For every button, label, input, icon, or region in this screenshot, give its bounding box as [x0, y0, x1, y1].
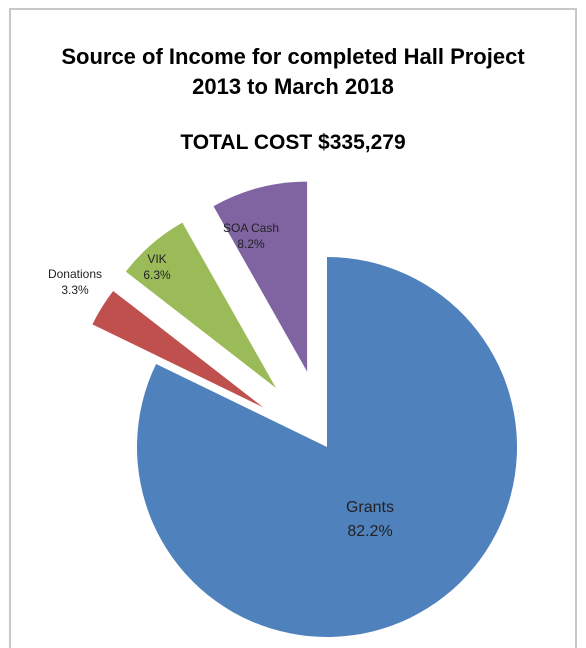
- slice-percent-donations: 3.3%: [61, 283, 89, 297]
- slice-percent-grants: 82.2%: [347, 523, 392, 540]
- chart-title-line-2: 2013 to March 2018: [192, 74, 394, 99]
- chart-title-line-1: Source of Income for completed Hall Proj…: [61, 44, 525, 69]
- slice-percent-soa-cash: 8.2%: [237, 237, 265, 251]
- slice-label-grants: Grants: [346, 499, 394, 516]
- pie-slice-soa-cash: [213, 181, 308, 372]
- slice-percent-vik: 6.3%: [143, 268, 171, 282]
- slice-label-donations: Donations: [48, 267, 102, 281]
- chart-subtitle: TOTAL COST $335,279: [180, 131, 406, 154]
- pie-slice-donations: [92, 290, 264, 408]
- pie-slice-vik: [125, 222, 276, 389]
- pie-slice-grants: [137, 257, 517, 637]
- slice-label-vik: VIK: [147, 252, 166, 266]
- slice-label-soa-cash: SOA Cash: [223, 221, 279, 235]
